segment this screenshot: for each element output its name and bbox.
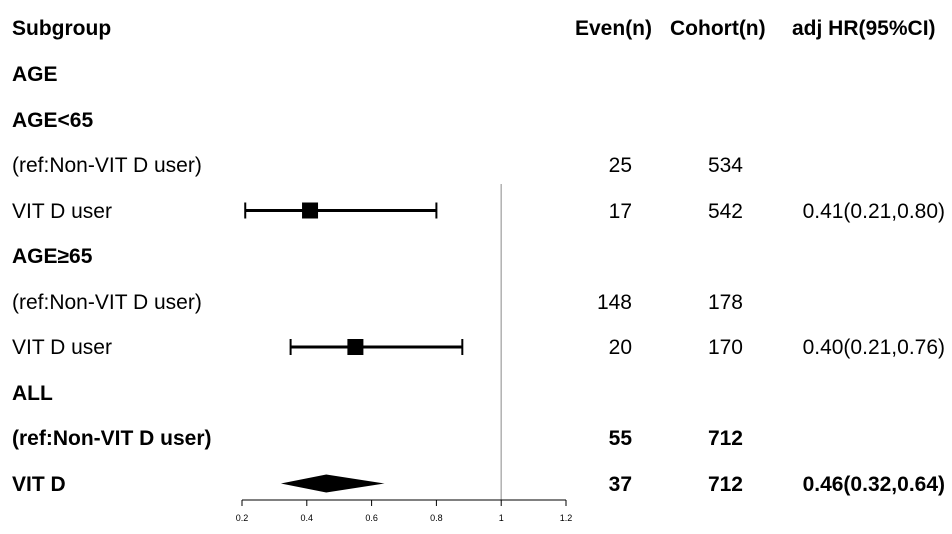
- events-value: 148: [596, 290, 632, 314]
- hr-header: adj HR(95%CI): [792, 17, 936, 40]
- row-label: VIT D user: [12, 336, 112, 359]
- hr-value: 0.41(0.21,0.80): [802, 199, 945, 223]
- point-estimate-square: [302, 202, 319, 219]
- x-tick-label: 1.2: [560, 513, 573, 523]
- cohort-value: 542: [707, 199, 743, 223]
- events-value: 17: [608, 199, 632, 223]
- cohort-value: 534: [707, 154, 743, 177]
- row-label: (ref:Non-VIT D user): [12, 154, 202, 177]
- cohort-value: 170: [707, 336, 743, 359]
- x-tick-label: 0.6: [365, 513, 378, 523]
- row-label: AGE: [12, 63, 58, 86]
- row-label: AGE<65: [12, 108, 94, 132]
- events-value: 25: [608, 154, 632, 177]
- cohort-value: 712: [707, 427, 743, 450]
- x-tick-label: 1: [499, 513, 504, 523]
- row-label: ALL: [12, 381, 53, 405]
- row-label: VIT D: [12, 472, 66, 496]
- cohort-value: 178: [707, 290, 743, 314]
- pooled-estimate-diamond: [280, 474, 385, 493]
- x-tick-label: 0.8: [430, 513, 443, 523]
- hr-value: 0.40(0.21,0.76): [802, 336, 945, 359]
- hr-value: 0.46(0.32,0.64): [802, 472, 945, 496]
- events-value: 20: [608, 336, 632, 359]
- events-header: Even(n): [575, 17, 653, 40]
- x-tick-label: 0.4: [301, 513, 314, 523]
- subgroup-header: Subgroup: [12, 17, 112, 40]
- row-label: AGE≥65: [12, 245, 93, 268]
- row-label: VIT D user: [12, 199, 112, 223]
- cohort-header: Cohort(n): [670, 17, 766, 40]
- x-tick-label: 0.2: [236, 513, 249, 523]
- row-label: (ref:Non-VIT D user): [12, 427, 212, 450]
- point-estimate-square: [347, 339, 364, 355]
- cohort-value: 712: [707, 472, 743, 496]
- row-label: (ref:Non-VIT D user): [12, 290, 202, 314]
- events-value: 55: [608, 427, 632, 450]
- events-value: 37: [608, 472, 632, 496]
